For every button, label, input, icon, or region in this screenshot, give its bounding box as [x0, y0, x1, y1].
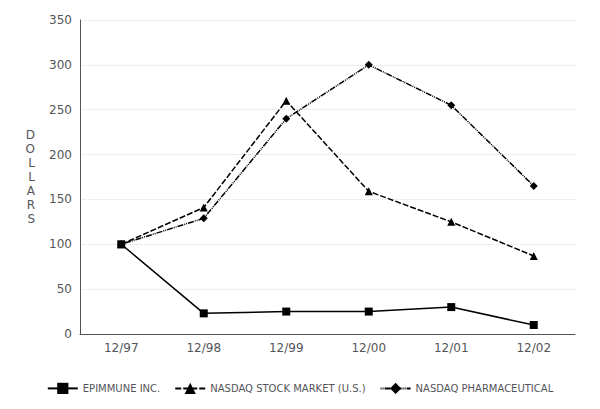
- svg-text:L: L: [28, 156, 35, 170]
- svg-text:150: 150: [49, 192, 72, 206]
- svg-text:A: A: [27, 184, 36, 198]
- svg-text:S: S: [27, 212, 35, 226]
- svg-text:O: O: [26, 142, 35, 156]
- svg-text:12/01: 12/01: [434, 341, 469, 355]
- svg-text:300: 300: [49, 58, 72, 72]
- svg-text:NASDAQ STOCK MARKET (U.S.): NASDAQ STOCK MARKET (U.S.): [210, 383, 365, 394]
- svg-text:200: 200: [49, 148, 72, 162]
- svg-text:12/00: 12/00: [351, 341, 386, 355]
- svg-text:EPIMMUNE INC.: EPIMMUNE INC.: [83, 383, 160, 394]
- svg-text:R: R: [27, 198, 35, 212]
- svg-text:350: 350: [49, 13, 72, 27]
- svg-text:12/98: 12/98: [186, 341, 221, 355]
- svg-text:0: 0: [64, 327, 72, 341]
- svg-text:100: 100: [49, 237, 72, 251]
- svg-text:D: D: [26, 128, 35, 142]
- svg-text:12/99: 12/99: [269, 341, 304, 355]
- svg-text:NASDAQ PHARMACEUTICAL: NASDAQ PHARMACEUTICAL: [416, 383, 554, 394]
- svg-text:12/02: 12/02: [516, 341, 551, 355]
- svg-text:12/97: 12/97: [104, 341, 139, 355]
- svg-text:50: 50: [57, 282, 72, 296]
- svg-text:L: L: [28, 170, 35, 184]
- svg-text:250: 250: [49, 103, 72, 117]
